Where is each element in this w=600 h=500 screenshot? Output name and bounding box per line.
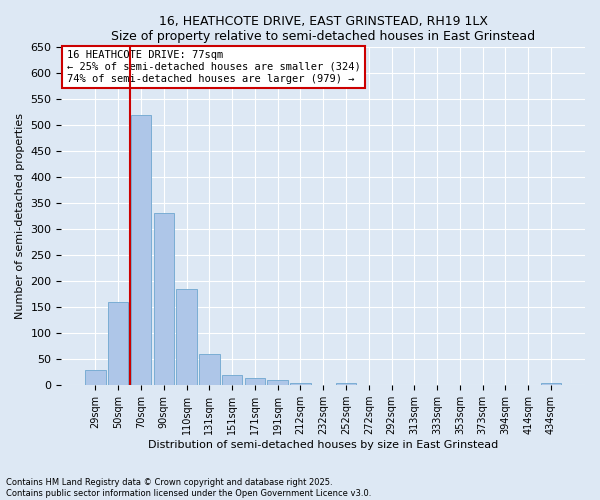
Bar (222, 375, 242, 385)
X-axis label: Distribution of semi-detached houses by size in East Grinstead: Distribution of semi-detached houses by … (148, 440, 499, 450)
Bar (290, 382, 311, 385)
Bar (268, 380, 288, 385)
Title: 16, HEATHCOTE DRIVE, EAST GRINSTEAD, RH19 1LX
Size of property relative to semi-: 16, HEATHCOTE DRIVE, EAST GRINSTEAD, RH1… (111, 15, 535, 43)
Text: Contains HM Land Registry data © Crown copyright and database right 2025.
Contai: Contains HM Land Registry data © Crown c… (6, 478, 371, 498)
Bar (85, 370, 106, 385)
Y-axis label: Number of semi-detached properties: Number of semi-detached properties (15, 113, 25, 319)
Bar (541, 382, 561, 385)
Text: 16 HEATHCOTE DRIVE: 77sqm
← 25% of semi-detached houses are smaller (324)
74% of: 16 HEATHCOTE DRIVE: 77sqm ← 25% of semi-… (67, 50, 361, 84)
Bar (131, 114, 151, 385)
Bar (245, 378, 265, 385)
Bar (336, 382, 356, 385)
Bar (154, 214, 174, 385)
Bar (108, 302, 128, 385)
Bar (199, 354, 220, 385)
Bar (176, 289, 197, 385)
